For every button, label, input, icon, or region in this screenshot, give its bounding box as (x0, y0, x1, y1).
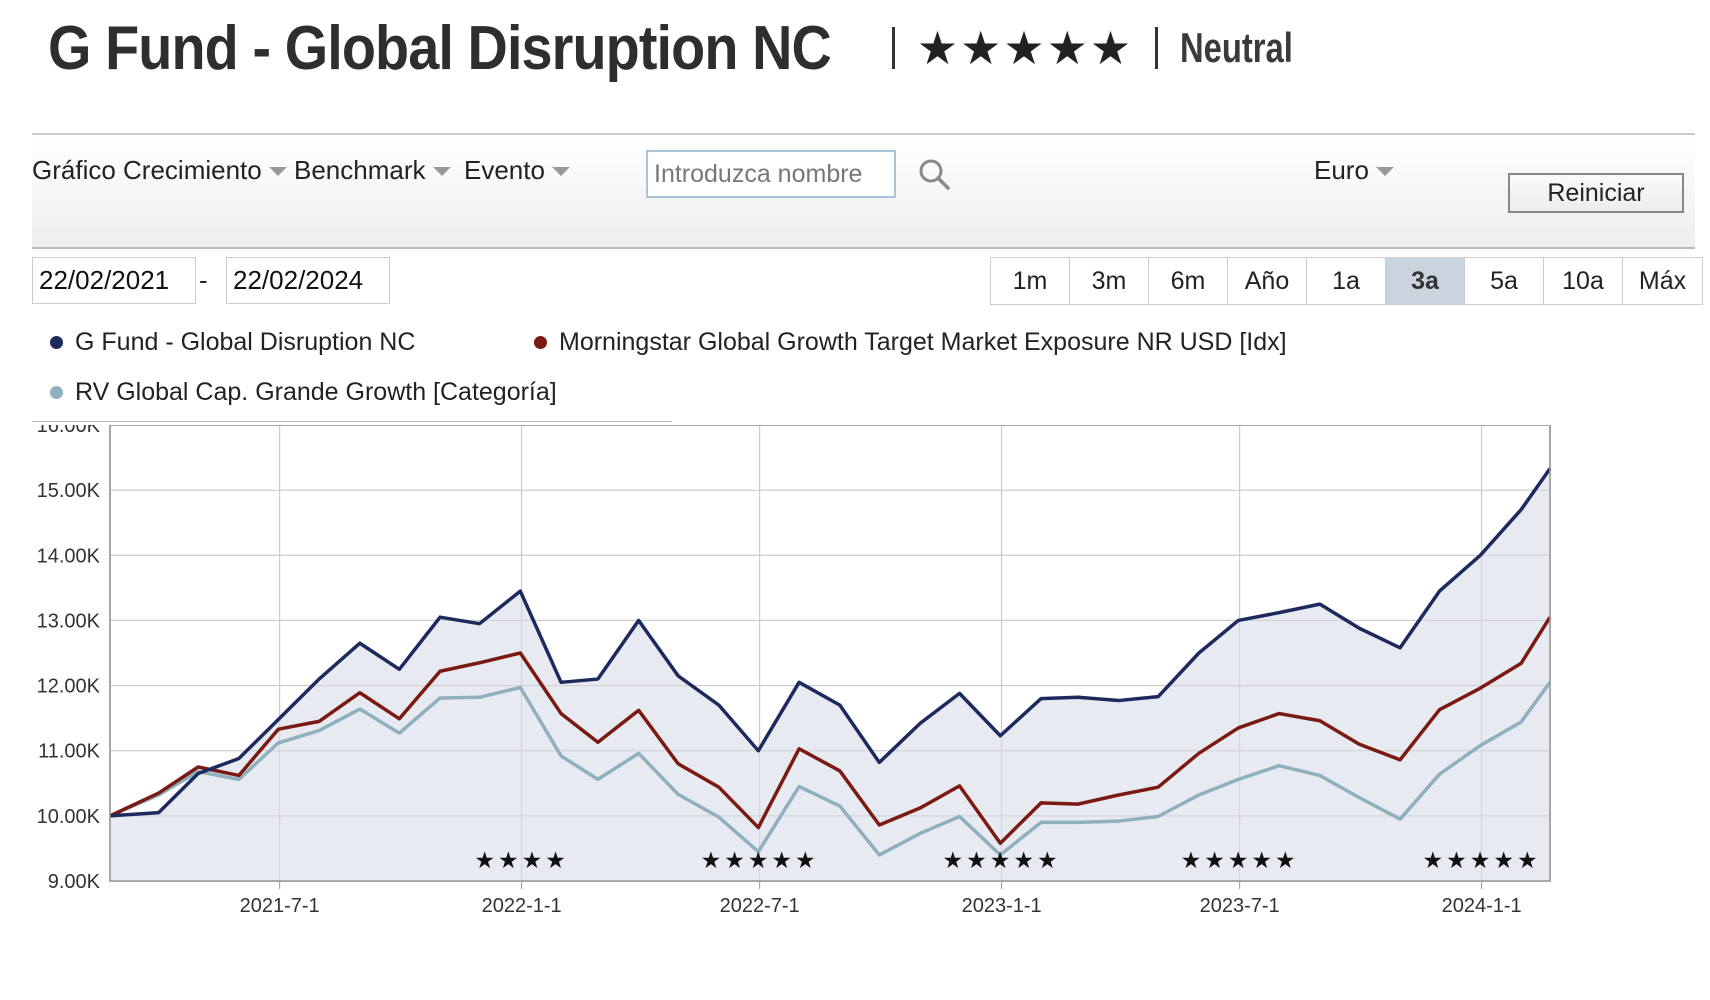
legend-item-category[interactable]: RV Global Cap. Grande Growth [Categoría] (32, 378, 557, 407)
currency-label: Euro (1314, 155, 1369, 185)
benchmark-label: Benchmark (294, 155, 426, 185)
search-input[interactable] (646, 150, 896, 198)
y-tick-label: 12.00K (37, 676, 101, 698)
legend-label-category: RV Global Cap. Grande Growth [Categoría] (75, 378, 557, 406)
legend-marker-index (534, 336, 547, 349)
header-divider (891, 27, 895, 69)
y-tick-label: 11.00K (38, 741, 101, 763)
period-button-1m[interactable]: 1m (991, 258, 1070, 304)
rating-stars-marker: ★★★★★ (1423, 848, 1541, 874)
date-separator: - (199, 265, 208, 295)
growth-chart: 9.00K 10.00K 11.00K 12.00K 13.00K 14.00K 15.00… (37, 425, 1552, 917)
rating-stars-marker: ★★★★ (474, 848, 568, 874)
currency-dropdown[interactable]: Euro (1314, 155, 1394, 186)
x-tick-label: 2022-1-1 (482, 895, 562, 917)
legend-divider (32, 421, 672, 422)
y-tick-label: 14.00K (37, 545, 101, 567)
y-tick-label: 16.00K (37, 425, 101, 437)
x-tick-label: 2023-1-1 (962, 895, 1042, 917)
y-tick-label: 9.00K (48, 871, 101, 893)
legend-item-index[interactable]: Morningstar Global Growth Target Market … (516, 328, 1287, 357)
star-rating: ★★★★★ (916, 22, 1134, 74)
chevron-down-icon (432, 167, 451, 176)
header-divider (1155, 27, 1159, 69)
series-line-index (109, 616, 1552, 845)
page-title: G Fund - Global Disruption NC (48, 13, 832, 83)
chevron-down-icon (268, 167, 287, 176)
chart-type-label: Gráfico Crecimiento (32, 155, 262, 185)
x-tick-label: 2024-1-1 (1442, 895, 1522, 917)
benchmark-dropdown[interactable]: Benchmark (294, 155, 451, 186)
reset-button[interactable]: Reiniciar (1508, 173, 1684, 213)
series-line-fund (109, 467, 1552, 818)
rating-stars-marker: ★★★★★ (701, 848, 819, 874)
period-button-1a[interactable]: 1a (1307, 258, 1386, 304)
x-tick-label: 2022-7-1 (720, 895, 800, 917)
rating-stars-marker: ★★★★★ (1181, 848, 1299, 874)
rating-stars-marker: ★★★★★ (943, 848, 1061, 874)
period-button-máx[interactable]: Máx (1623, 258, 1702, 304)
event-label: Evento (464, 155, 545, 185)
search-icon[interactable] (917, 157, 951, 191)
legend-marker-fund (50, 336, 63, 349)
period-button-3m[interactable]: 3m (1070, 258, 1149, 304)
period-button-3a[interactable]: 3a (1386, 258, 1465, 304)
chart-toolbar: Gráfico Crecimiento Benchmark Evento Eur… (32, 133, 1695, 249)
x-tick-label: 2023-7-1 (1200, 895, 1280, 917)
legend-label-fund: G Fund - Global Disruption NC (75, 328, 416, 356)
series-line-category (109, 681, 1552, 857)
period-selector: 1m 3m 6m Año 1a 3a 5a 10a Máx (990, 257, 1703, 305)
x-tick-label: 2021-7-1 (240, 895, 320, 917)
legend-marker-category (50, 386, 63, 399)
event-dropdown[interactable]: Evento (464, 155, 570, 186)
fund-header: G Fund - Global Disruption NC ★★★★★ Neut… (48, 8, 1325, 88)
y-tick-label: 13.00K (37, 610, 101, 632)
period-button-año[interactable]: Año (1228, 258, 1307, 304)
period-button-6m[interactable]: 6m (1149, 258, 1228, 304)
period-button-5a[interactable]: 5a (1465, 258, 1544, 304)
legend-item-fund[interactable]: G Fund - Global Disruption NC (32, 328, 415, 357)
end-date-input[interactable] (226, 257, 390, 304)
y-tick-label: 15.00K (37, 480, 101, 502)
series-area-fund (110, 468, 1550, 881)
chart-type-dropdown[interactable]: Gráfico Crecimiento (32, 155, 287, 186)
analyst-rating: Neutral (1180, 24, 1293, 71)
y-tick-label: 10.00K (37, 806, 101, 828)
chevron-down-icon (551, 167, 570, 176)
chevron-down-icon (1375, 167, 1394, 176)
legend-label-index: Morningstar Global Growth Target Market … (559, 328, 1287, 356)
plot-frame (109, 425, 1551, 882)
start-date-input[interactable] (32, 257, 196, 304)
period-button-10a[interactable]: 10a (1544, 258, 1623, 304)
